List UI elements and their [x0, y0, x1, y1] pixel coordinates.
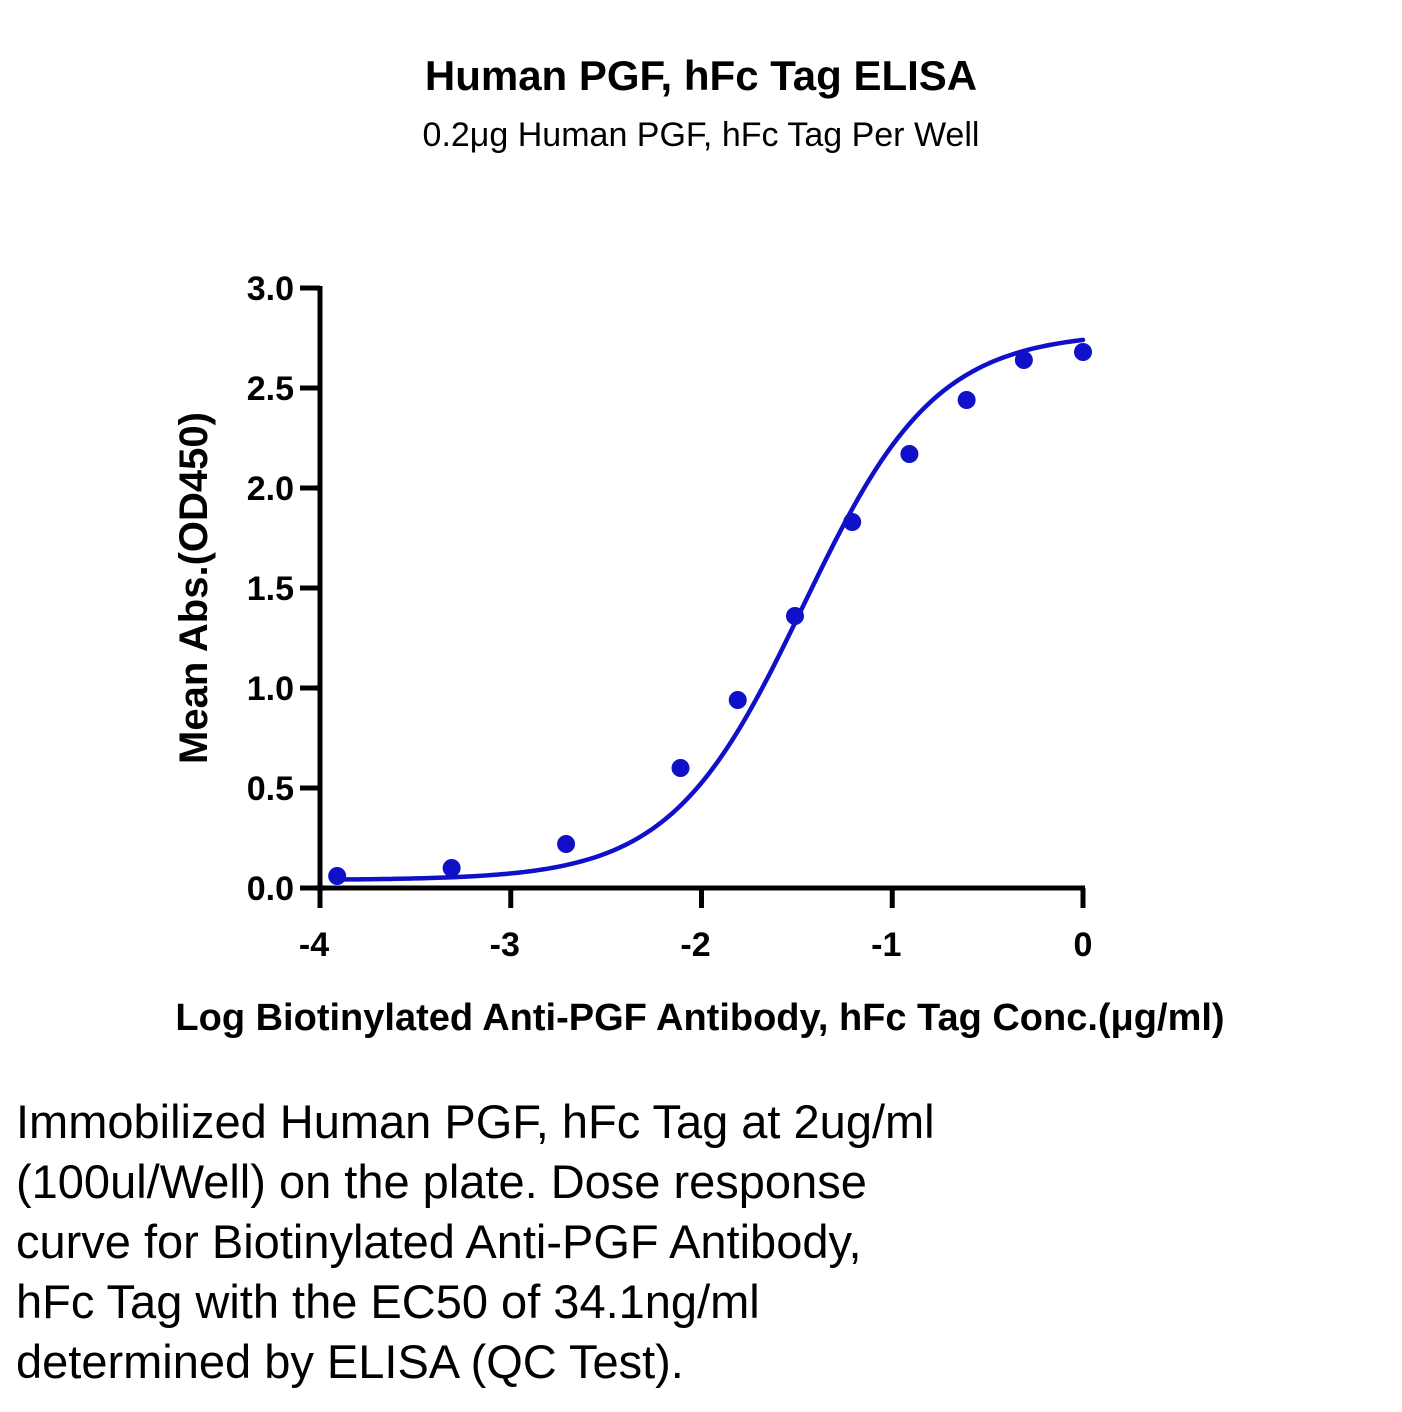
y-tick-label: 1.5 — [247, 570, 294, 608]
data-point — [1074, 343, 1092, 361]
fit-curve — [334, 337, 1086, 882]
data-point — [957, 391, 976, 409]
data-points — [328, 343, 1092, 885]
y-tick-label: 0.5 — [247, 770, 294, 808]
y-axis-label: Mean Abs.(OD450) — [172, 412, 216, 764]
x-axis-label: Log Biotinylated Anti-PGF Antibody, hFc … — [175, 997, 1224, 1039]
chart-subtitle: 0.2μg Human PGF, hFc Tag Per Well — [422, 116, 980, 154]
data-point — [557, 835, 576, 853]
x-tick-label: 0 — [1074, 926, 1093, 964]
chart-title: Human PGF, hFc Tag ELISA — [424, 52, 978, 99]
data-point — [843, 513, 862, 531]
data-point — [442, 859, 461, 877]
data-point — [900, 445, 919, 463]
figure-caption: Immobilized Human PGF, hFc Tag at 2ug/ml… — [16, 1095, 935, 1388]
y-tick-label: 0.0 — [247, 870, 294, 908]
axes — [317, 286, 1085, 891]
elisa-chart: 0.0 0.5 1.0 1.5 2.0 2.5 3.0 -4 -3 -2 -1 0 Mean Abs.… — [172, 270, 1225, 1039]
data-point — [785, 607, 804, 625]
x-tick-label: -2 — [680, 926, 710, 964]
y-tick-label: 1.0 — [247, 670, 294, 708]
y-tick-label: 2.0 — [247, 470, 294, 508]
data-point — [671, 759, 690, 777]
x-tick-label: -3 — [490, 926, 520, 964]
data-point — [728, 691, 747, 709]
x-tick-label: -1 — [871, 926, 901, 964]
y-tick-label: 3.0 — [247, 270, 294, 308]
ticks: 0.0 0.5 1.0 1.5 2.0 2.5 3.0 -4 -3 -2 -1 0 — [247, 270, 1093, 964]
data-point — [1014, 351, 1033, 369]
y-tick-label: 2.5 — [247, 370, 294, 408]
x-tick-label: -4 — [299, 926, 329, 964]
data-point — [328, 867, 347, 885]
